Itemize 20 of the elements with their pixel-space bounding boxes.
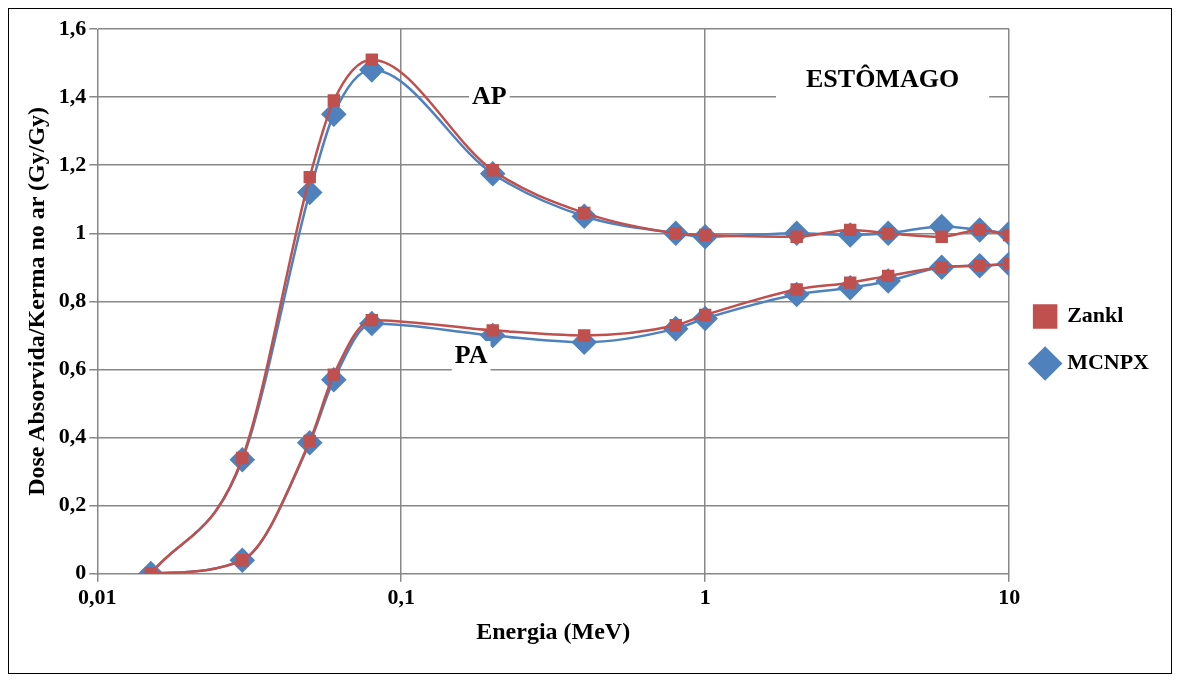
text: ESTÔMAGO xyxy=(806,63,960,93)
y-tick-label: 0 xyxy=(75,559,87,585)
legend-label: MCNPX xyxy=(1067,349,1150,375)
x-axis-title: Energia (MeV) xyxy=(476,617,631,644)
y-tick-label: 0,8 xyxy=(58,287,87,313)
y-tick-label: 1 xyxy=(75,218,87,244)
y-tick-label: 0,6 xyxy=(58,355,87,381)
x-tick-label: 1 xyxy=(699,583,711,609)
annotation: PA xyxy=(454,339,488,369)
legend-label: Zankl xyxy=(1067,302,1124,328)
y-axis-title: Dose Absorvida/Kerma no ar (Gy/Gy) xyxy=(22,106,49,496)
y-tick-label: 0,4 xyxy=(58,423,87,449)
annotation: AP xyxy=(472,80,507,110)
y-tick-label: 0,2 xyxy=(58,491,87,517)
y-tick-label: 1,2 xyxy=(58,150,87,176)
x-tick-label: 0,01 xyxy=(78,583,117,609)
y-tick-label: 1,6 xyxy=(58,14,87,40)
x-tick-label: 10 xyxy=(998,583,1021,609)
y-tick-label: 1,4 xyxy=(58,82,87,108)
x-tick-label: 0,1 xyxy=(387,583,415,609)
